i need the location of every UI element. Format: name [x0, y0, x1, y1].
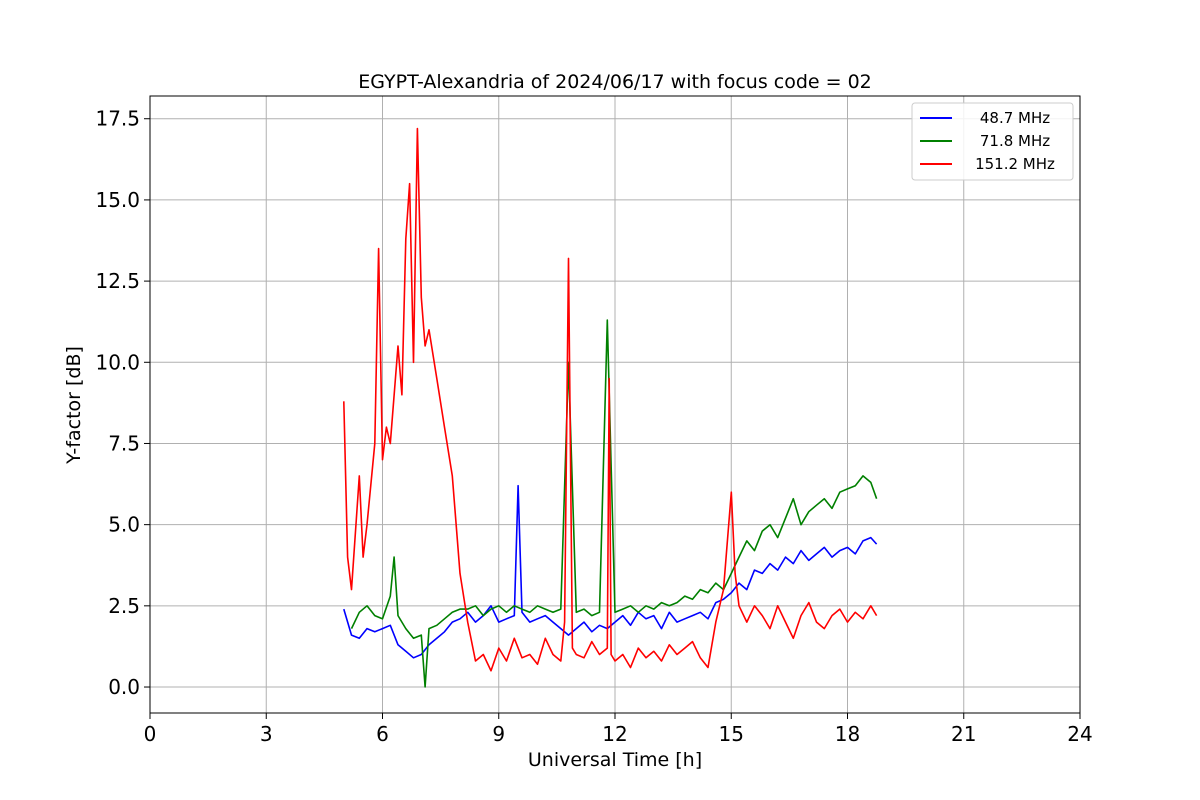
y-tick: 17.5: [95, 107, 150, 131]
x-tick-label: 6: [376, 722, 389, 746]
series-line-1: [350, 319, 878, 688]
x-tick: 6: [376, 713, 389, 746]
series-line-2: [343, 127, 878, 672]
x-axis-ticks: 0 3 6 9 12 15 18 21 24: [144, 713, 1093, 746]
x-tick: 18: [835, 713, 860, 746]
y-tick: 10.0: [95, 350, 150, 374]
y-tick: 5.0: [108, 513, 150, 537]
x-tick: 24: [1067, 713, 1093, 746]
x-tick-label: 3: [260, 722, 273, 746]
x-tick: 3: [260, 713, 273, 746]
x-tick-label: 9: [492, 722, 505, 746]
x-tick-label: 24: [1067, 722, 1092, 746]
x-tick-label: 0: [144, 722, 157, 746]
y-tick-label: 17.5: [95, 107, 140, 131]
y-tick: 7.5: [108, 431, 150, 455]
y-tick-label: 0.0: [108, 675, 140, 699]
y-axis-label: Y-factor [dB]: [63, 346, 85, 465]
y-tick-label: 12.5: [95, 269, 140, 293]
y-tick-label: 15.0: [95, 188, 140, 212]
y-tick-label: 2.5: [108, 594, 140, 618]
x-tick-label: 15: [719, 722, 744, 746]
legend-box: [911, 102, 1074, 181]
legend-label: 48.7 MHz: [980, 109, 1050, 127]
x-tick: 9: [492, 713, 505, 746]
x-tick: 0: [144, 713, 157, 746]
y-tick: 15.0: [95, 188, 150, 212]
y-tick-label: 5.0: [108, 513, 140, 537]
legend-label: 71.8 MHz: [980, 132, 1050, 150]
series-lines: [343, 127, 878, 688]
x-tick: 15: [719, 713, 744, 746]
y-tick: 0.0: [108, 675, 150, 699]
legend-label: 151.2 MHz: [975, 155, 1055, 173]
y-tick: 2.5: [108, 594, 150, 618]
x-tick-label: 12: [602, 722, 627, 746]
x-tick-label: 18: [835, 722, 860, 746]
x-tick: 21: [951, 713, 976, 746]
y-axis-ticks: 0.0 2.5 5.0 7.5 10.0 12.5 15.0 17.5: [95, 107, 150, 699]
y-tick-label: 7.5: [108, 431, 140, 455]
x-tick-label: 21: [951, 722, 976, 746]
chart-title: EGYPT-Alexandria of 2024/06/17 with focu…: [358, 71, 872, 93]
y-tick: 12.5: [95, 269, 150, 293]
y-tick-label: 10.0: [95, 350, 140, 374]
x-tick: 12: [602, 713, 628, 746]
legend: 48.7 MHz 71.8 MHz 151.2 MHz: [911, 102, 1074, 181]
x-axis-label: Universal Time [h]: [528, 749, 702, 771]
